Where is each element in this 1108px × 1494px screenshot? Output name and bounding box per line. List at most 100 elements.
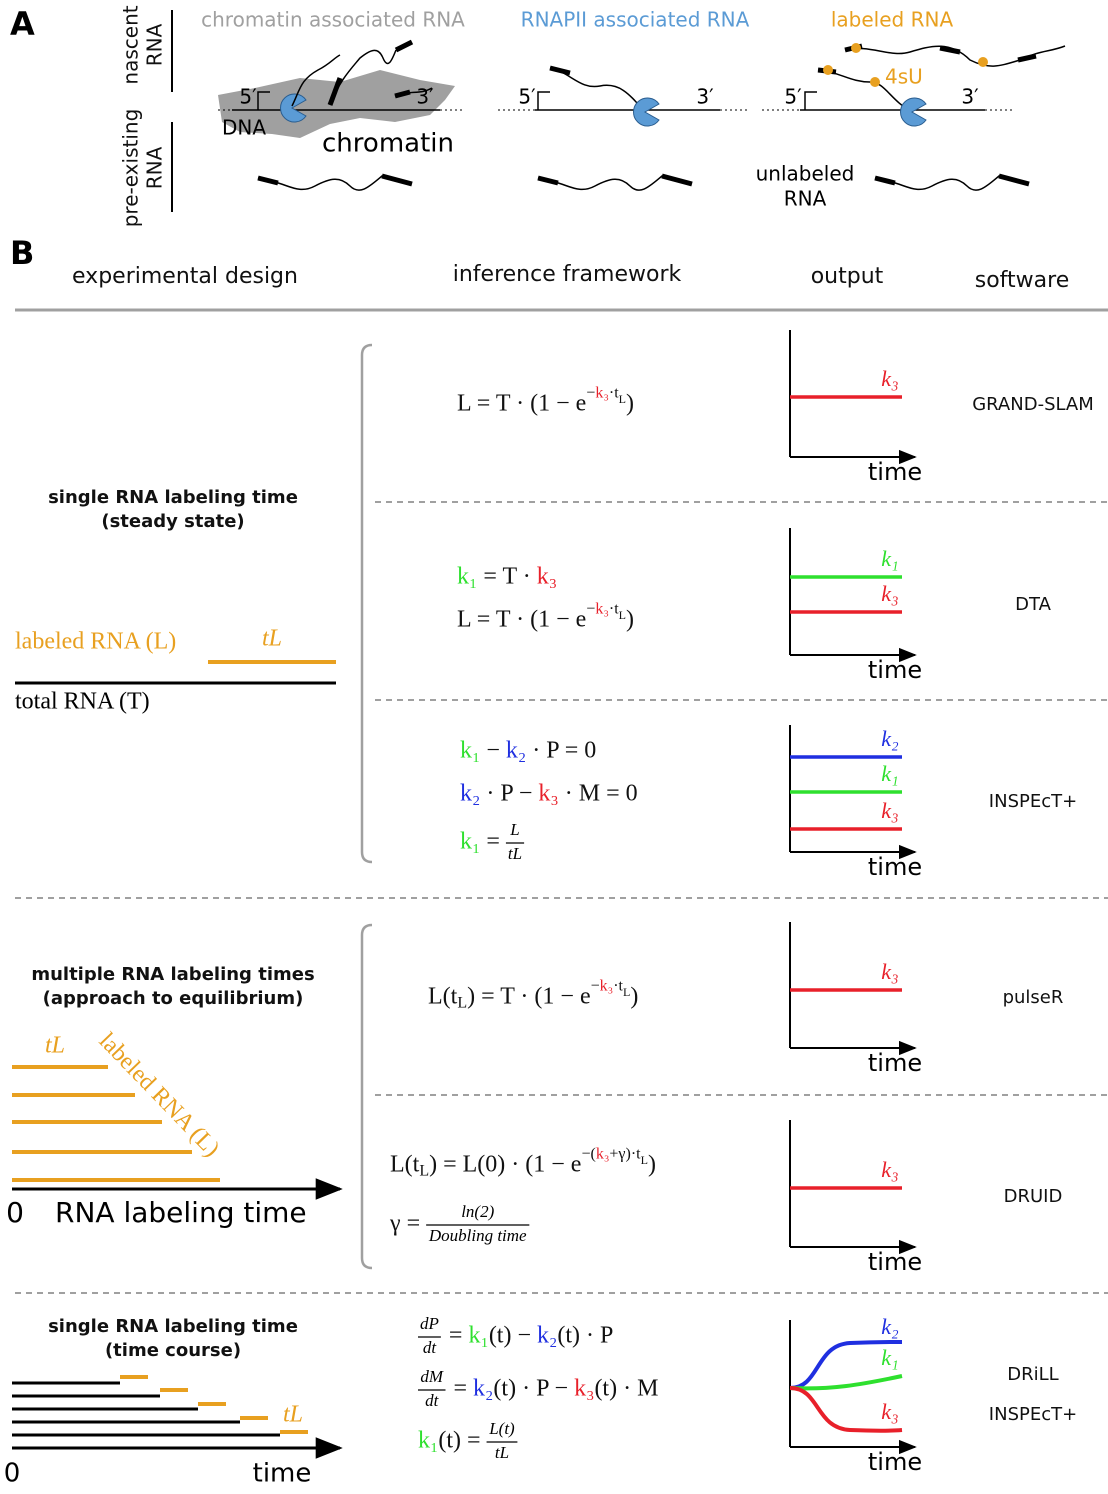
tss-arrow (538, 92, 550, 110)
equation-numerator: L(t) (488, 1419, 515, 1438)
equation-denominator: Doubling time (428, 1226, 527, 1245)
rate-label: k₃ (881, 1399, 898, 1424)
t-label: tL (283, 1402, 303, 1428)
nascent-rna-cap (550, 68, 570, 73)
three-prime: 3′ (416, 85, 434, 109)
column-title: chromatin associated RNA (201, 8, 465, 32)
software-name: INSPEcT+ (989, 1404, 1077, 1425)
polymerase (901, 98, 926, 126)
equation-term: +γ)·t (609, 1146, 641, 1163)
row-label: nascent (119, 5, 143, 84)
equation-term: · P = 0 (526, 738, 596, 764)
equation-term: L (619, 392, 626, 406)
software-name: DRiLL (1007, 1364, 1058, 1385)
equation-denominator: tL (495, 1443, 509, 1462)
chromatin-label: chromatin (322, 129, 454, 159)
row-label: pre-existing (119, 109, 143, 228)
equation-numerator: L (509, 820, 519, 839)
4su-dot (823, 65, 833, 75)
equation-term: (t) − (489, 1323, 537, 1349)
software-name: pulseR (1003, 987, 1064, 1008)
rate-label: k₃ (881, 798, 898, 823)
bracket (362, 925, 372, 1268)
equation-term: = (448, 1376, 474, 1402)
rate-label: k₂ (881, 726, 899, 751)
time-label: time (868, 1248, 922, 1276)
equation-term: L(t (390, 1152, 420, 1178)
software-name: GRAND-SLAM (972, 394, 1094, 415)
five-prime: 5′ (239, 85, 257, 109)
equation-term: L (619, 608, 626, 622)
row-label: RNA (143, 23, 167, 66)
equation-term: k₂ (506, 738, 526, 764)
design-title: (approach to equilibrium) (43, 988, 304, 1009)
equation-term: = T · (477, 564, 536, 590)
column-header: output (811, 264, 884, 289)
labeled-lines (120, 1377, 308, 1432)
equation-term: ) (630, 984, 638, 1010)
equation-term: k₂ (460, 781, 480, 807)
axis-label: time (253, 1459, 312, 1489)
unlabeled-label: RNA (784, 187, 827, 211)
t-label: tL (45, 1033, 65, 1059)
equation-numerator: dM (420, 1367, 444, 1386)
equation-term: γ = (389, 1211, 426, 1237)
time-label: time (868, 1448, 922, 1476)
figure: A nascent RNA pre-existing RNA chromatin… (0, 0, 1108, 1490)
nascent-rna-cap (396, 42, 412, 50)
equation-term: (t) = (438, 1428, 486, 1454)
time-label: time (868, 853, 922, 881)
rate-label: k₃ (881, 581, 898, 606)
total-rna-label: total RNA (T) (15, 689, 150, 715)
rate-label: k₂ (881, 1314, 899, 1339)
equation-term: −( (581, 1146, 595, 1163)
equation-term: ) = L(0) · (1 − e (429, 1152, 581, 1178)
rna-cap (258, 176, 412, 184)
five-prime: 5′ (518, 85, 536, 109)
t-label: tL (262, 626, 282, 652)
axis-zero: 0 (6, 1196, 24, 1229)
equation-term: L = T · (1 − e (457, 607, 586, 633)
polymerase (634, 98, 659, 126)
design-title: (steady state) (101, 511, 244, 532)
equation-term: · M = 0 (559, 781, 638, 807)
column-title: labeled RNA (831, 8, 954, 32)
equation-term: k₃ (538, 781, 558, 807)
equation-term: L (457, 995, 467, 1012)
equation-term: ) (648, 1152, 656, 1178)
equation-term: L (623, 985, 630, 999)
equation-denominator: dt (425, 1391, 440, 1410)
equation-term: k₃ (537, 564, 557, 590)
software-name: DRUID (1004, 1186, 1063, 1207)
equation-term: k₃ (574, 1376, 594, 1402)
equation-term: k₃ (595, 601, 609, 618)
equation-term: k₃ (595, 385, 609, 402)
equation-term: = (480, 829, 506, 855)
equation-term: L = T · (1 − e (457, 391, 586, 417)
rate-label: k₁ (881, 546, 898, 571)
equation-term: k₂ (473, 1376, 493, 1402)
rna-cap (538, 176, 692, 184)
equation-term: k₂ (537, 1323, 557, 1349)
total-lines (12, 1383, 280, 1435)
equation-term: k₃ (600, 978, 614, 995)
row-labels: nascent RNA pre-existing RNA (119, 5, 167, 227)
axis-zero: 0 (4, 1459, 21, 1489)
equation-term: (t) · P (557, 1323, 613, 1349)
column-titles: chromatin associated RNA RNAPII associat… (201, 8, 953, 32)
row-label: RNA (143, 146, 167, 189)
equation-term: − (586, 385, 595, 402)
rna-cap (875, 176, 1029, 184)
software-name: INSPEcT+ (989, 791, 1077, 812)
rate-label: k₃ (881, 366, 898, 391)
equation-term: L (641, 1153, 648, 1167)
page: { "panel_a": { "label": "A", "row_labels… (0, 0, 1108, 1490)
rate-label: k₁ (881, 1345, 898, 1370)
4su-dot (851, 43, 861, 53)
equation-term: k₁ (460, 738, 480, 764)
equation-denominator: dt (423, 1338, 438, 1357)
4su-label: 4sU (885, 65, 923, 89)
labeled-rna-label: labeled RNA (L) (15, 629, 176, 655)
equation-term: ·t (613, 978, 623, 995)
axis-label: RNA labeling time (55, 1196, 307, 1229)
